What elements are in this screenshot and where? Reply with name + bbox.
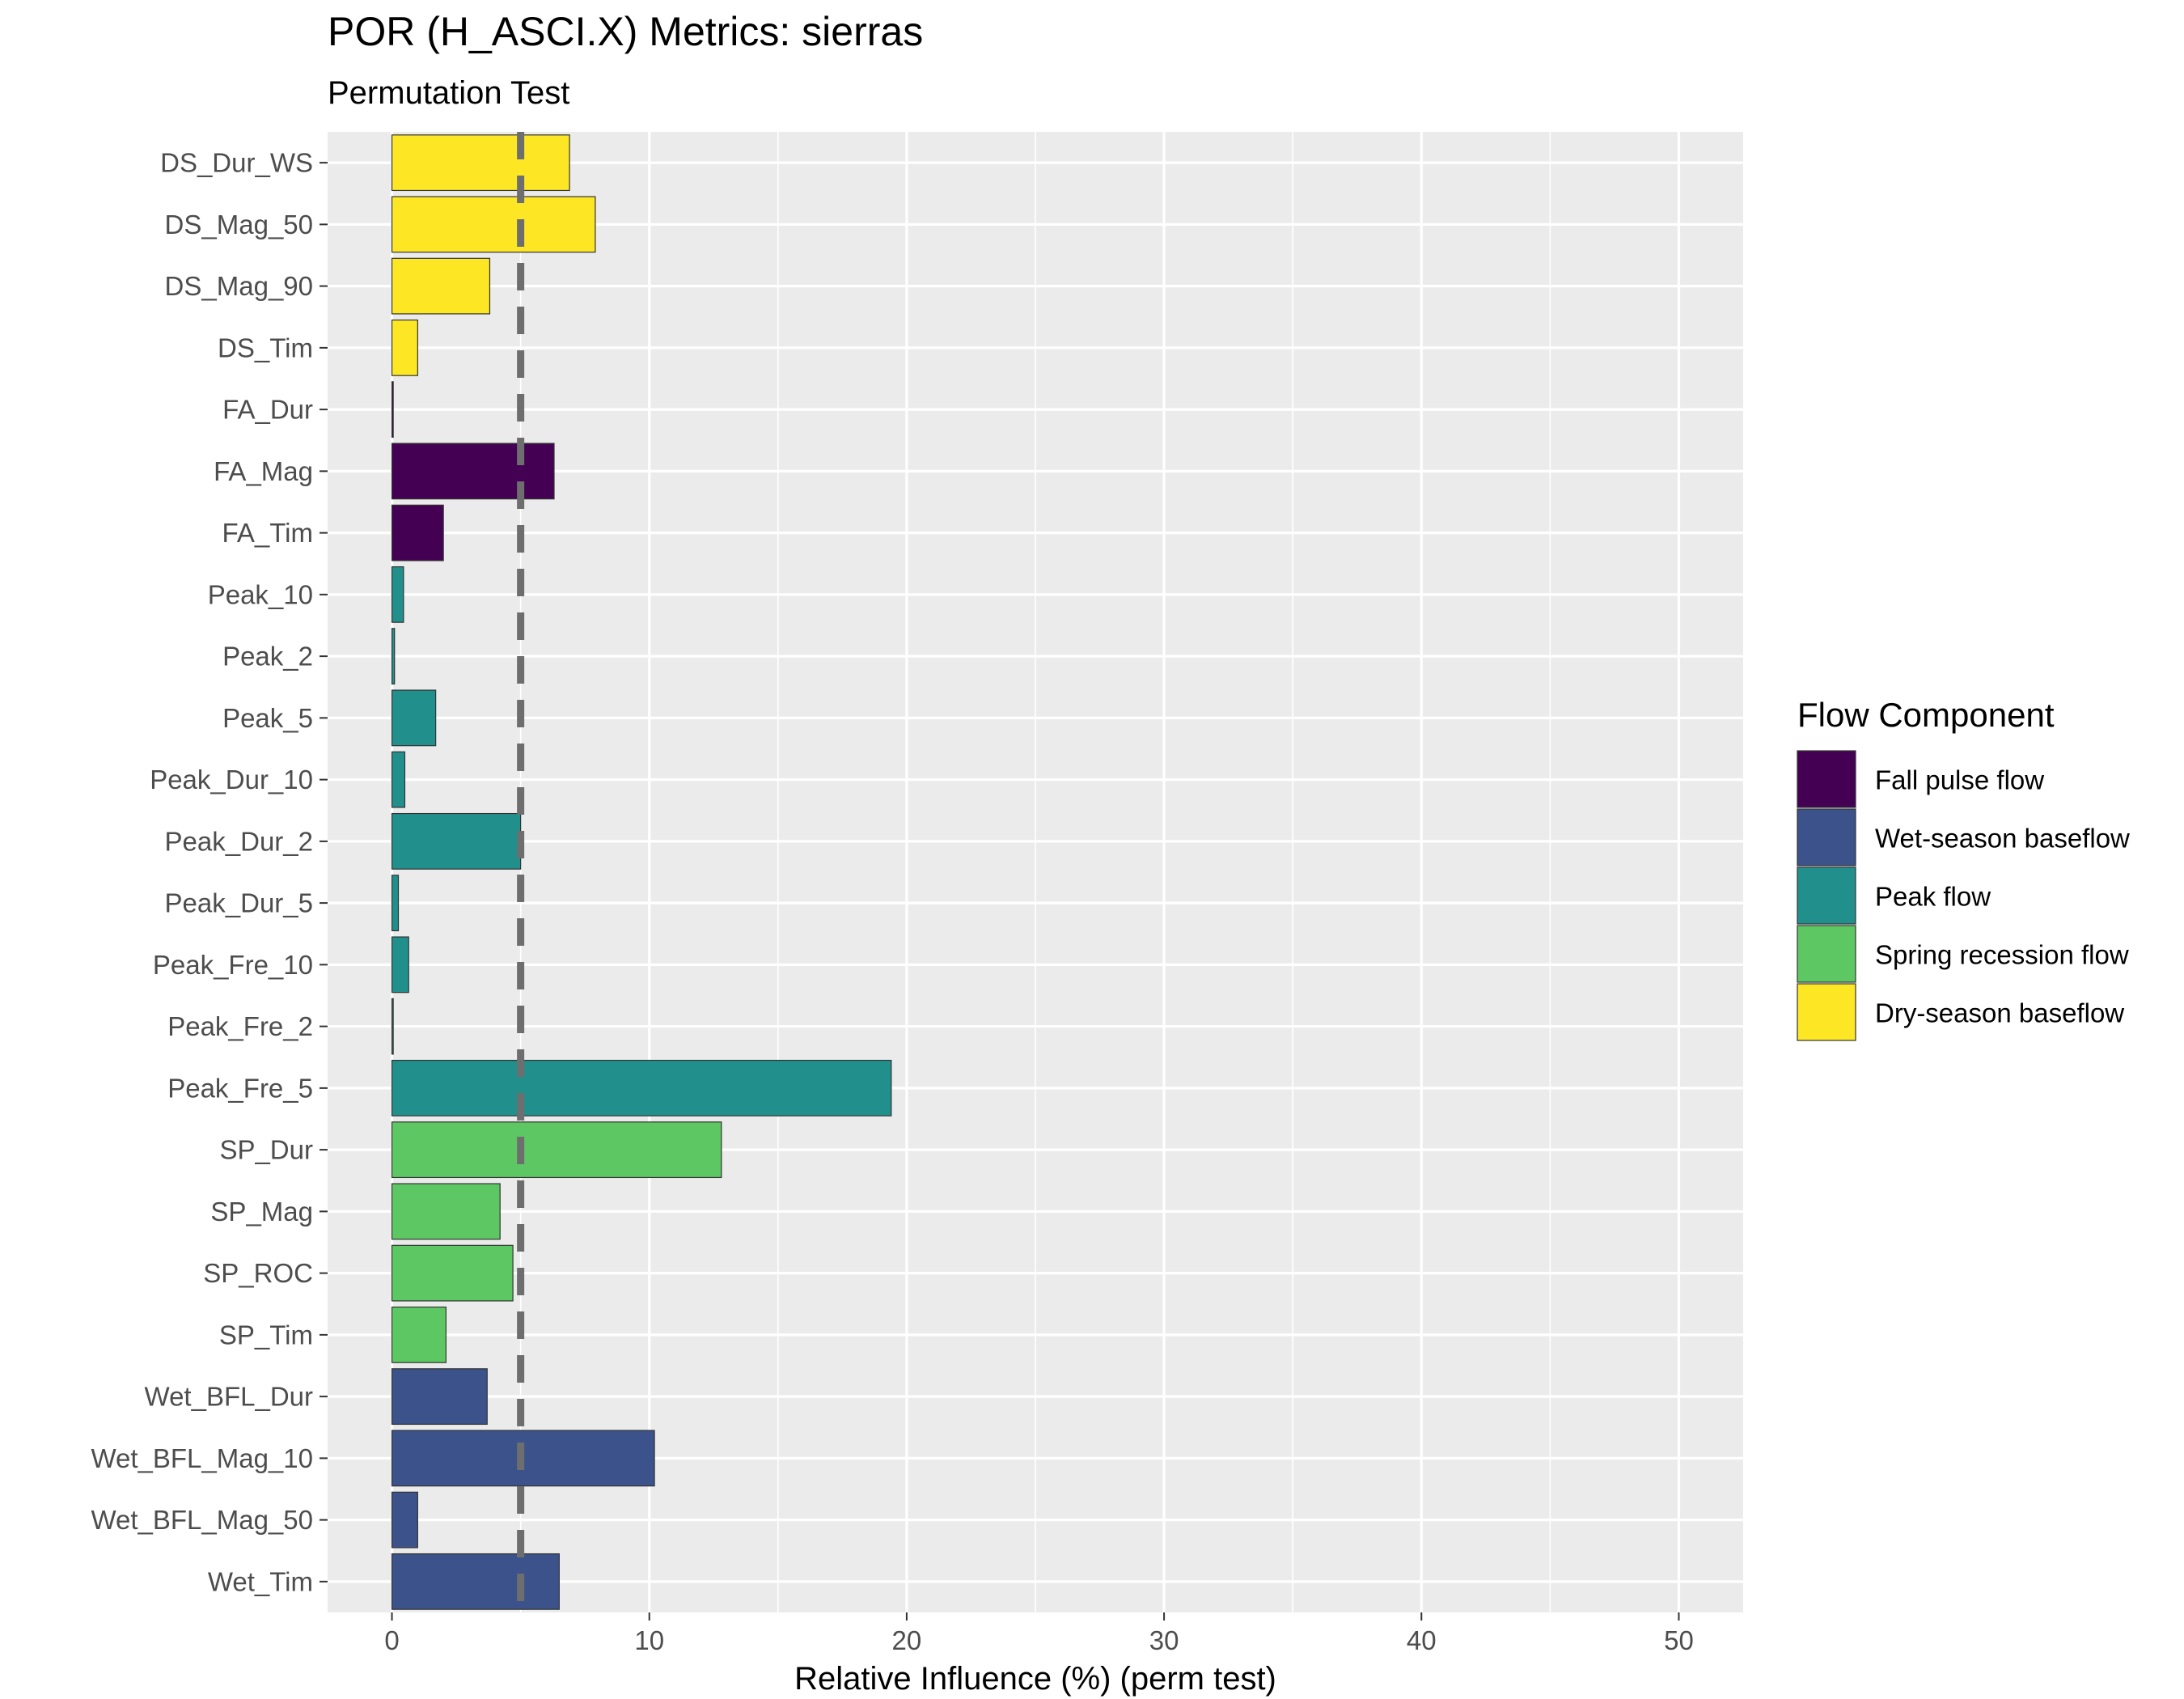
y-tick-label: FA_Mag	[214, 456, 313, 486]
y-tick-label: Peak_Fre_2	[167, 1011, 313, 1041]
y-axis: DS_Dur_WS DS_Mag_50 DS_Mag_90 DS_Tim FA_Dur F…	[91, 148, 328, 1596]
legend: Flow Component Fall pulse flow Wet-season…	[1797, 696, 2130, 1041]
bar	[391, 134, 570, 192]
legend-swatch	[1797, 925, 1856, 983]
bar	[391, 196, 596, 253]
y-tick-label: Wet_BFL_Mag_10	[91, 1443, 313, 1473]
bar	[391, 998, 394, 1055]
y-tick-label: SP_Dur	[219, 1135, 313, 1165]
bar	[391, 443, 555, 500]
bar	[391, 628, 396, 685]
bar	[391, 1306, 447, 1363]
legend-swatch	[1797, 983, 1856, 1041]
x-tick-label: 30	[1149, 1625, 1179, 1655]
bar	[391, 812, 522, 870]
bars	[391, 134, 892, 1610]
y-tick-label: Wet_BFL_Dur	[145, 1382, 313, 1412]
bar	[391, 1368, 488, 1426]
y-tick-label: SP_Mag	[210, 1197, 313, 1227]
bar	[391, 381, 394, 439]
y-tick-label: Wet_BFL_Mag_50	[91, 1505, 313, 1535]
y-tick-label: DS_Dur_WS	[160, 148, 313, 178]
bar	[391, 319, 418, 376]
bar	[391, 1059, 892, 1116]
legend-label: Dry-season baseflow	[1875, 998, 2124, 1028]
y-tick-label: Peak_Fre_10	[153, 950, 313, 980]
bar	[391, 504, 444, 561]
y-tick-label: Wet_Tim	[208, 1566, 313, 1596]
bar	[391, 1553, 560, 1610]
y-tick-label: FA_Tim	[222, 518, 313, 548]
y-tick-label: SP_Tim	[219, 1320, 313, 1349]
y-tick-label: Peak_Dur_10	[150, 765, 313, 794]
legend-label: Wet-season baseflow	[1875, 824, 2130, 854]
y-tick-label: DS_Mag_50	[165, 210, 313, 239]
x-axis: 0 10 20 30 40 50	[384, 1612, 1694, 1655]
x-tick-label: 50	[1664, 1625, 1694, 1655]
y-tick-label: Peak_2	[222, 642, 313, 672]
y-tick-label: DS_Tim	[218, 333, 313, 362]
legend-label: Fall pulse flow	[1875, 765, 2044, 795]
bar	[391, 1244, 514, 1302]
y-tick-label: Peak_Dur_2	[165, 826, 313, 856]
y-tick-label: Peak_10	[208, 579, 313, 609]
bar	[391, 1183, 501, 1240]
x-tick-label: 20	[892, 1625, 922, 1655]
legend-label: Spring recession flow	[1875, 940, 2129, 970]
bar	[391, 1121, 722, 1179]
x-axis-title: Relative Influence (%) (perm test)	[794, 1661, 1276, 1697]
legend-label: Peak flow	[1875, 882, 1991, 912]
x-tick-label: 10	[634, 1625, 664, 1655]
grid-lines	[328, 132, 1743, 1612]
bar	[391, 257, 491, 315]
bar	[391, 751, 406, 808]
legend-swatch	[1797, 866, 1856, 925]
legend-swatch	[1797, 750, 1856, 808]
y-tick-label: Peak_Dur_5	[165, 888, 313, 918]
y-tick-label: SP_ROC	[203, 1258, 313, 1288]
x-tick-label: 0	[384, 1625, 399, 1655]
bar	[391, 875, 400, 932]
y-tick-label: DS_Mag_90	[165, 271, 313, 301]
chart-title: POR (H_ASCI.X) Metrics: sierras	[328, 9, 923, 54]
bar	[391, 566, 404, 623]
y-tick-label: Peak_Fre_5	[167, 1073, 313, 1103]
bar	[391, 936, 409, 994]
legend-swatch	[1797, 808, 1856, 866]
y-tick-label: FA_Dur	[222, 395, 313, 425]
bar	[391, 689, 437, 747]
chart-subtitle: Permutation Test	[328, 75, 569, 111]
legend-title: Flow Component	[1797, 696, 2055, 734]
x-tick-label: 40	[1407, 1625, 1437, 1655]
y-tick-label: Peak_5	[222, 703, 313, 733]
bar	[391, 1491, 418, 1549]
